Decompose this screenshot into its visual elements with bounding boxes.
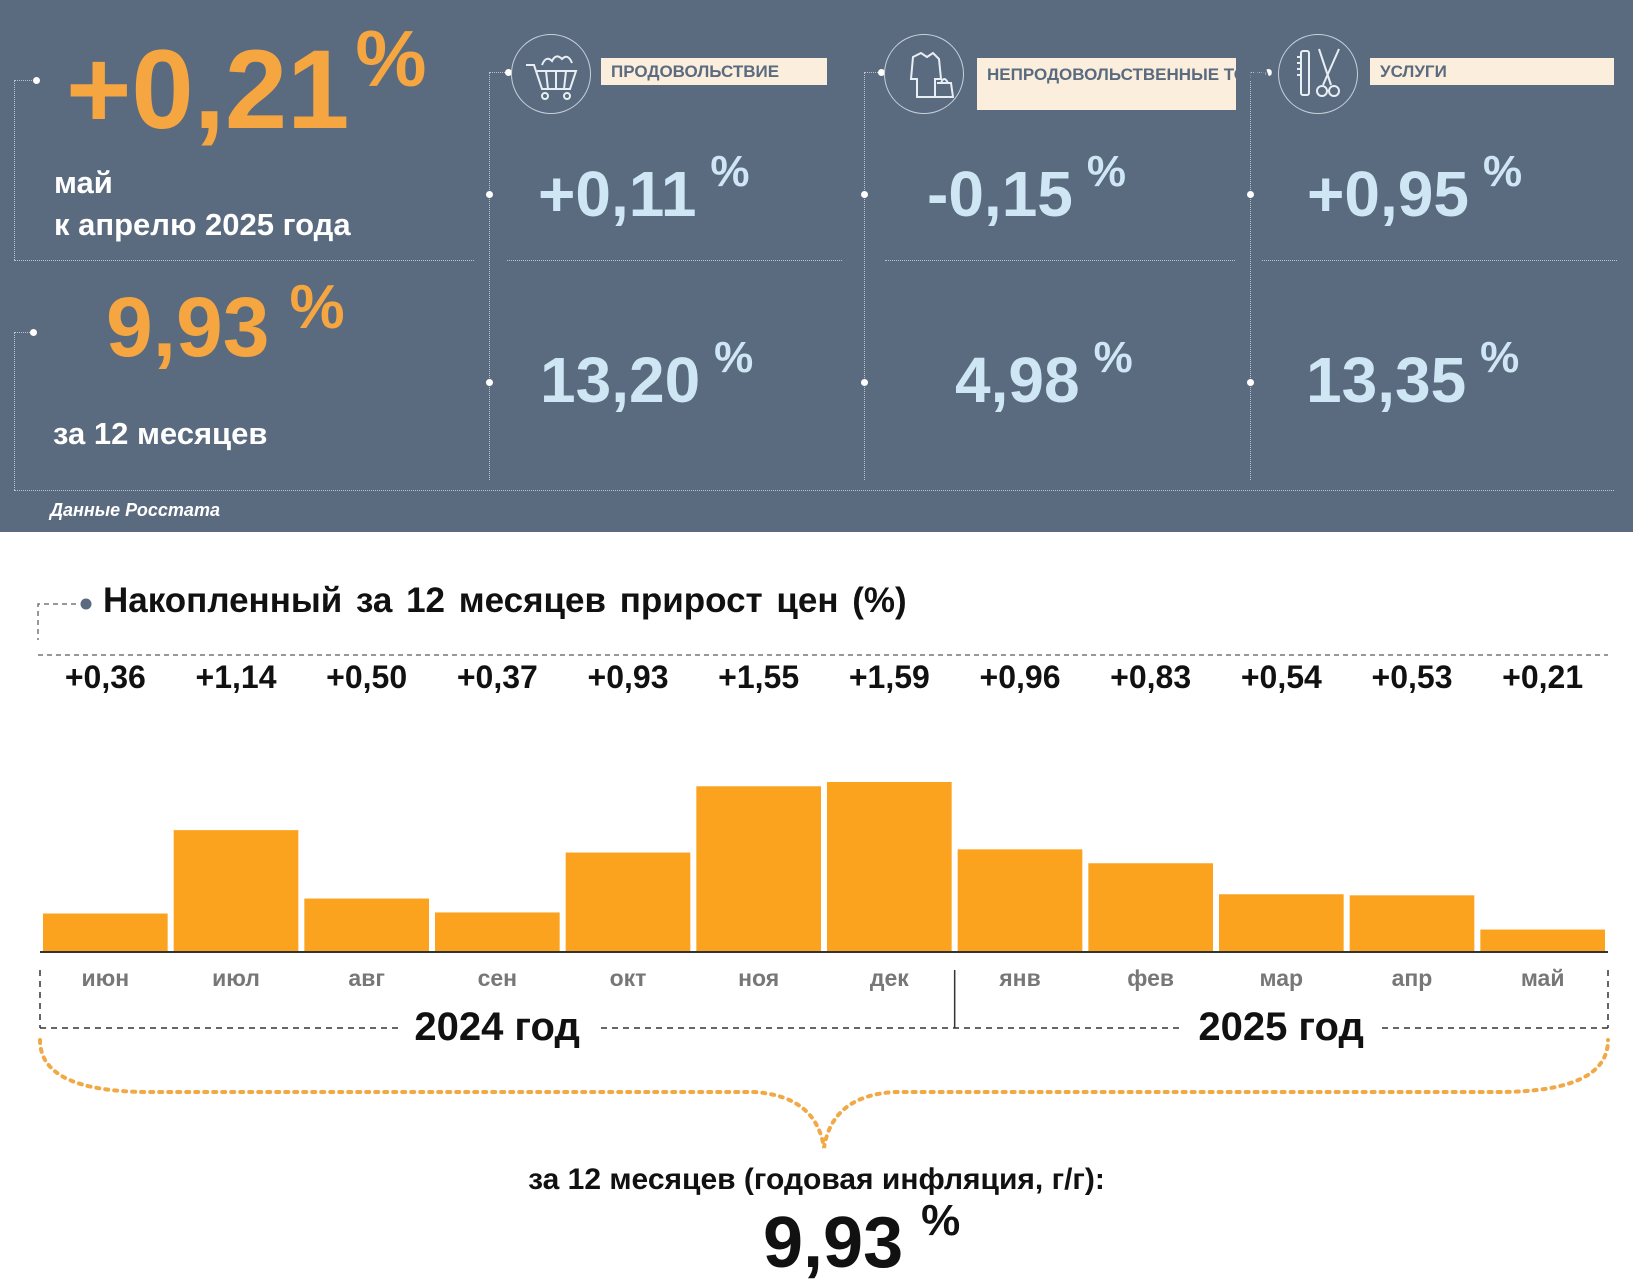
connector-line [864, 72, 884, 73]
category-label-food: ПРОДОВОЛЬСТВИЕ [601, 58, 827, 85]
category-label-nonfood: НЕПРОДОВОЛЬСТВЕННЫЕ ТОВАРЫ [977, 58, 1299, 110]
connector-line [489, 72, 511, 73]
month-label-12: май [1521, 965, 1565, 991]
value-label-7: +1,59 [849, 659, 930, 695]
connector-line [14, 80, 36, 81]
column-divider [489, 72, 490, 480]
value-label-3: +0,50 [326, 659, 407, 695]
month-change-value: +0,21% [66, 14, 427, 152]
connector-line [14, 80, 15, 260]
month-label-9: фев [1127, 965, 1174, 991]
bar-4 [435, 912, 560, 952]
month-label-6: ноя [738, 965, 779, 991]
connector-dot [878, 69, 885, 76]
bar-12 [1480, 929, 1605, 952]
connector-dot [505, 69, 512, 76]
month-label-5: окт [610, 965, 647, 991]
chart-title-connector [37, 598, 92, 640]
bar-7 [827, 782, 952, 952]
summary-panel: +0,21% май к апрелю 2025 года 9,93% за 1… [0, 0, 1633, 532]
value-label-1: +0,36 [65, 659, 146, 695]
month-label-7: дек [870, 965, 909, 991]
shopping-cart-icon [511, 34, 591, 114]
nonfood-annual-value: 4,98% [955, 333, 1133, 416]
month-label-10: мар [1260, 965, 1304, 991]
month-change-label: май к апрелю 2025 года [54, 165, 351, 242]
scissors-comb-icon [1278, 34, 1358, 114]
column-divider [1250, 72, 1251, 480]
connector-dot [861, 379, 868, 386]
bar-3 [304, 898, 429, 952]
divider-line [1262, 260, 1617, 261]
bar-5 [565, 852, 691, 952]
value-label-6: +1,55 [718, 659, 799, 695]
annual-inflation-label: за 12 месяцев (годовая инфляция, г/г): [528, 1163, 1105, 1196]
food-month-value: +0,11% [538, 147, 750, 230]
value-label-11: +0,53 [1372, 659, 1453, 695]
connector-dot [1247, 191, 1254, 198]
food-annual-value: 13,20% [540, 333, 754, 416]
connector-dot [486, 379, 493, 386]
year-label-2024: 2024 год [398, 1005, 596, 1050]
connector-line [1250, 72, 1270, 73]
divider-line [14, 260, 474, 261]
bar-8 [957, 849, 1083, 952]
value-label-2: +1,14 [196, 659, 277, 695]
chart-title: Накопленный за 12 месяцев прирост цен (%… [103, 581, 907, 620]
annual-inflation-value: 9,93% [763, 1196, 961, 1283]
divider-line [14, 490, 1614, 491]
month-label-1: июн [81, 965, 129, 991]
connector-dot [30, 329, 37, 336]
bar-2 [173, 830, 299, 952]
category-label-services: УСЛУГИ [1370, 58, 1614, 85]
bar-6 [696, 786, 821, 952]
bar-1 [43, 913, 168, 952]
year-label-2025: 2025 год [1182, 1005, 1380, 1050]
connector-dot [486, 191, 493, 198]
connector-dot [33, 77, 40, 84]
column-divider [864, 72, 865, 480]
month-label-4: сен [478, 965, 517, 991]
value-label-9: +0,83 [1110, 659, 1191, 695]
connector-dot [861, 191, 868, 198]
bar-11 [1349, 895, 1475, 952]
value-label-12: +0,21 [1502, 659, 1583, 695]
bar-10 [1219, 894, 1344, 952]
connector-dot [1247, 379, 1254, 386]
clothing-icon [884, 34, 964, 114]
divider-line [885, 260, 1235, 261]
connector-line [14, 332, 36, 333]
nonfood-month-value: -0,15% [927, 147, 1126, 230]
connector-line [14, 332, 15, 490]
month-label-3: авг [348, 965, 385, 991]
connector-dot [1265, 69, 1272, 76]
value-label-8: +0,96 [980, 659, 1061, 695]
monthly-inflation-bar-chart: +0,36 июн +1,14 июл +0,50 авг +0,37 сен +0,93 окт… [38, 659, 1610, 1149]
annual-change-label: за 12 месяцев [53, 416, 268, 451]
month-label-11: апр [1392, 965, 1433, 991]
total-brace [38, 1038, 1610, 1149]
value-label-4: +0,37 [457, 659, 538, 695]
annual-change-value: 9,93% [106, 273, 345, 374]
divider-line [507, 260, 842, 261]
services-month-value: +0,95% [1307, 147, 1523, 230]
data-source-note: Данные Росстата [50, 500, 220, 520]
value-label-10: +0,54 [1241, 659, 1322, 695]
month-label-2: июл [212, 965, 260, 991]
chart-title-rule [38, 654, 1608, 656]
bar-9 [1088, 863, 1213, 952]
value-label-5: +0,93 [588, 659, 669, 695]
services-annual-value: 13,35% [1306, 333, 1520, 416]
month-label-8: янв [998, 965, 1040, 991]
